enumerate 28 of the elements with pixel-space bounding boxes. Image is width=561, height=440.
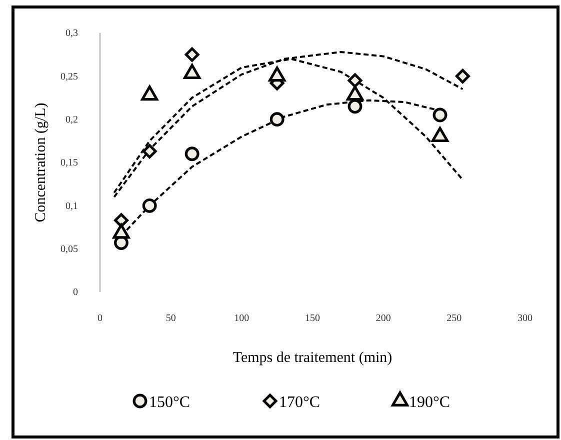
point	[142, 144, 157, 159]
point	[455, 68, 470, 84]
y-tick-label: 0,25	[60, 71, 78, 82]
x-tick-label: 300	[518, 313, 532, 324]
point	[432, 108, 448, 122]
x-axis-title: Temps de traitement (min)	[232, 350, 392, 366]
point	[184, 146, 200, 162]
x-tick-label: 0	[98, 313, 102, 324]
y-tick-label: 0,2	[66, 114, 78, 126]
x-tick-label: 100	[234, 313, 250, 324]
point	[142, 198, 157, 213]
y-tick-label: 0	[73, 287, 78, 298]
x-tick-label: 250	[446, 313, 462, 324]
x-tick-label: 150	[305, 313, 320, 324]
legend-label: 170°C	[279, 394, 320, 411]
y-tick-label: 0,3	[66, 28, 78, 40]
y-tick-label: 0,1	[66, 200, 78, 212]
point	[348, 73, 362, 88]
y-tick-label: 0,15	[60, 158, 78, 169]
point	[348, 99, 362, 114]
y-tick-label: 0,05	[60, 244, 78, 256]
x-tick-label: 200	[376, 313, 391, 324]
legend-label: 190°C	[409, 394, 450, 411]
point	[270, 112, 284, 127]
y-axis-title: Concentration (g/L)	[33, 102, 49, 222]
point	[184, 47, 200, 62]
x-tick-label: 50	[166, 313, 176, 324]
legend-label: 150°C	[149, 394, 190, 411]
